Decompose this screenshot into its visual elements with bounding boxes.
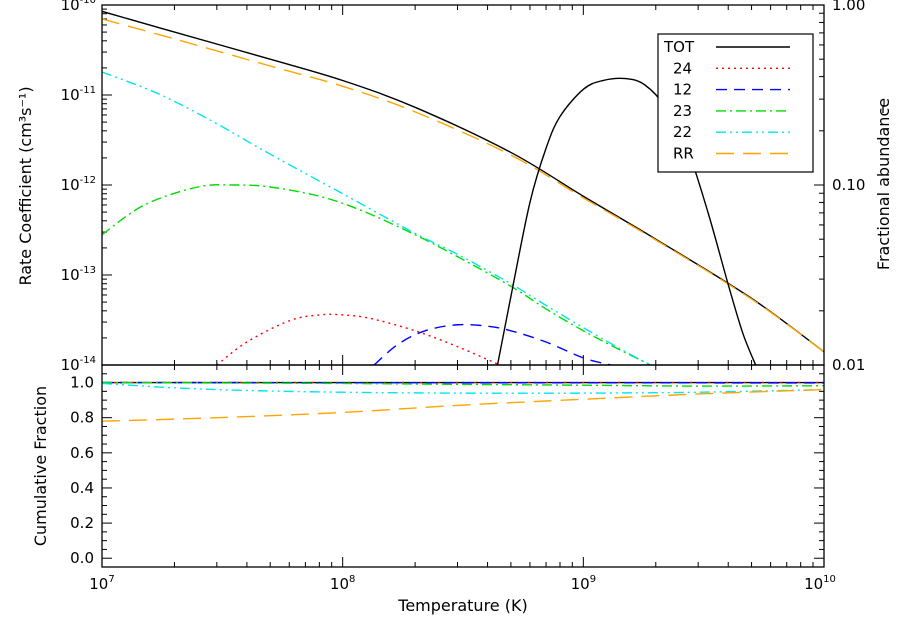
top-y-tick-label: 10-10 <box>61 0 96 14</box>
right-y-tick-label: 1.00 <box>832 0 865 14</box>
legend-label-12: 12 <box>673 81 692 99</box>
bottom-panel-series <box>102 381 824 422</box>
y-axis-label-cumulative-fraction: Cumulative Fraction <box>31 386 50 546</box>
series-line-RR <box>102 18 824 353</box>
series-line-22 <box>102 71 651 365</box>
bottom-x-tick-label: 108 <box>330 574 355 593</box>
legend-label-23: 23 <box>673 102 692 120</box>
bottom-x-tick-label: 107 <box>89 574 114 593</box>
legend-label-24: 24 <box>673 59 692 77</box>
y-axis-label-rate-coefficient: Rate Coefficient (cm³s⁻¹) <box>16 86 35 285</box>
top-panel-series <box>102 10 824 365</box>
bottom-y-tick-label: 0.2 <box>70 514 94 532</box>
right-y-tick-label: 0.01 <box>832 356 865 374</box>
bottom-panel-frame <box>101 364 825 568</box>
bottom-y-tick-label: 1.0 <box>70 374 94 392</box>
bottom-y-tick-label: 0.6 <box>70 444 94 462</box>
legend-label-TOT: TOT <box>663 38 695 56</box>
top-y-tick-label: 10-14 <box>61 355 96 374</box>
legend-box <box>657 33 814 173</box>
bottom-x-tick-label: 109 <box>571 574 596 593</box>
series-line-23 <box>102 184 651 365</box>
bottom-x-tick-label: 1010 <box>804 574 836 593</box>
legend-label-22: 22 <box>673 123 692 141</box>
right-axis-label-fractional-abundance: Fractional abundance <box>874 98 893 270</box>
legend: TOT 24 12 23 22 RR <box>657 33 814 173</box>
legend-label-RR: RR <box>673 145 694 163</box>
top-panel-ticks: 10-14 10-13 10-12 10-11 10-10 0.01 0.10 1.00 <box>61 0 866 374</box>
cumulative-line-22 <box>102 382 824 394</box>
bottom-y-tick-label: 0.8 <box>70 409 94 427</box>
bottom-y-tick-label: 0.0 <box>70 549 94 567</box>
axis-labels: Rate Coefficient (cm³s⁻¹) Fractional abu… <box>16 86 893 615</box>
cumulative-line-RR <box>102 388 824 422</box>
x-axis-label-temperature: Temperature (K) <box>397 596 527 615</box>
top-y-tick-label: 10-13 <box>61 265 96 284</box>
top-y-tick-label: 10-11 <box>61 85 96 104</box>
right-y-tick-label: 0.10 <box>832 176 865 194</box>
bottom-panel-ticks: 107 108 109 1010 0.0 0.2 0.4 0.6 0.8 1.0 <box>70 364 836 593</box>
series-line-12 <box>373 323 611 365</box>
cumulative-line-23 <box>102 381 824 387</box>
series-line-24 <box>216 313 501 365</box>
fractional-abundance-curve <box>496 77 757 365</box>
top-y-tick-label: 10-12 <box>61 175 96 194</box>
bottom-y-tick-label: 0.4 <box>70 479 94 497</box>
